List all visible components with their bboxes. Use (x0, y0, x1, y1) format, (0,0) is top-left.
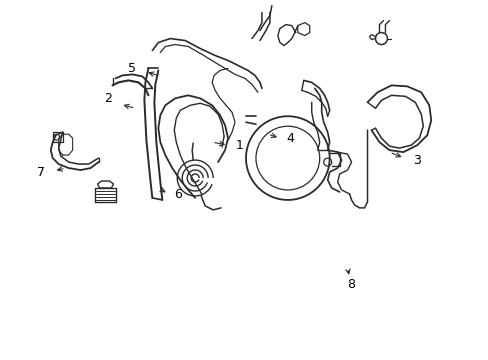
Text: 4: 4 (285, 132, 293, 145)
Text: 7: 7 (37, 166, 45, 179)
Text: 1: 1 (236, 139, 244, 152)
Text: 6: 6 (174, 188, 182, 202)
Text: 5: 5 (128, 62, 136, 75)
Text: 2: 2 (104, 92, 112, 105)
Text: 3: 3 (412, 154, 420, 167)
Text: 8: 8 (347, 278, 355, 291)
